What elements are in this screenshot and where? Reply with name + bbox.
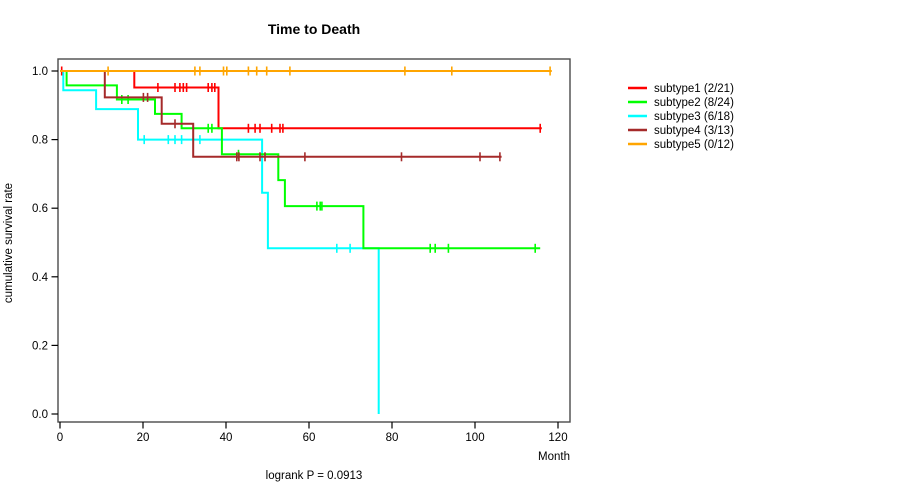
x-tick-label: 80 [386, 432, 399, 444]
y-tick-label: 0.6 [32, 203, 48, 215]
survival-curve-subtype2 [60, 70, 541, 250]
x-tick-label: 120 [548, 432, 567, 444]
y-tick-label: 1.0 [32, 66, 48, 78]
y-axis-label: cumulative survival rate [3, 182, 15, 304]
y-tick-label: 0.2 [32, 340, 48, 352]
x-tick-label: 100 [465, 432, 484, 444]
plot-border [57, 58, 571, 423]
survival-curve-subtype3 [60, 70, 380, 414]
legend-label-subtype1: subtype1 (2/21) [654, 83, 734, 95]
x-axis-label: Month [538, 451, 570, 463]
chart-title: Time to Death [267, 21, 361, 37]
x-tick-label: 60 [303, 432, 316, 444]
x-tick-label: 0 [57, 432, 63, 444]
legend-label-subtype2: subtype2 (8/24) [654, 97, 734, 109]
x-tick-label: 20 [137, 432, 150, 444]
legend-label-subtype3: subtype3 (6/18) [654, 111, 734, 123]
y-tick-label: 0.0 [32, 409, 48, 421]
legend-label-subtype4: subtype4 (3/13) [654, 125, 734, 137]
x-tick-label: 40 [220, 432, 233, 444]
y-tick-label: 0.8 [32, 135, 48, 147]
logrank-annotation: logrank P = 0.0913 [265, 470, 363, 482]
y-tick-label: 0.4 [32, 272, 49, 284]
survival-curve-subtype4 [60, 70, 502, 158]
legend-label-subtype5: subtype5 (0/12) [654, 139, 734, 151]
